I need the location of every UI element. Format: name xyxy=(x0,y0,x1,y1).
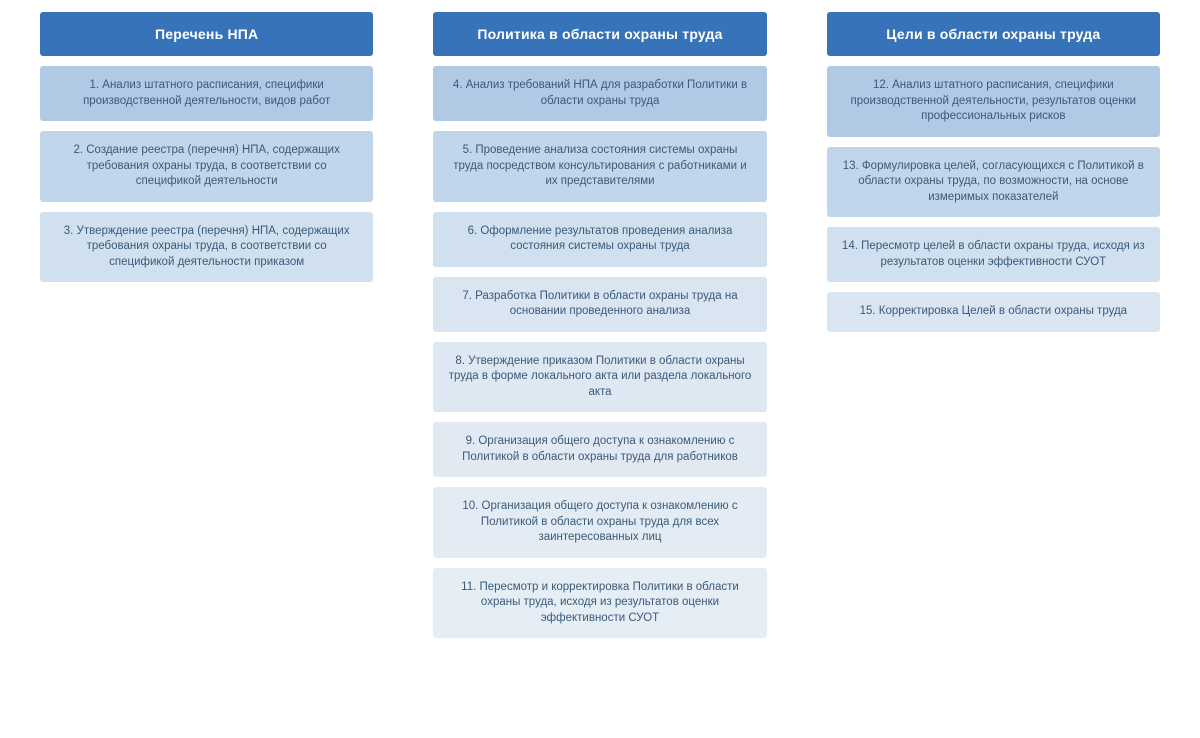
card-item: 1. Анализ штатного расписания, специфики… xyxy=(40,66,373,121)
card-item: 12. Анализ штатного расписания, специфик… xyxy=(827,66,1160,137)
card-item: 11. Пересмотр и корректировка Политики в… xyxy=(433,568,766,639)
card-item: 3. Утверждение реестра (перечня) НПА, со… xyxy=(40,212,373,283)
card-item: 2. Создание реестра (перечня) НПА, содер… xyxy=(40,131,373,202)
card-item: 4. Анализ требований НПА для разработки … xyxy=(433,66,766,121)
card-item: 7. Разработка Политики в области охраны … xyxy=(433,277,766,332)
card-item: 6. Оформление результатов проведения ана… xyxy=(433,212,766,267)
column-header: Цели в области охраны труда xyxy=(827,12,1160,56)
card-item: 13. Формулировка целей, согласующихся с … xyxy=(827,147,1160,218)
column-header: Политика в области охраны труда xyxy=(433,12,766,56)
column-header: Перечень НПА xyxy=(40,12,373,56)
columns-container: Перечень НПА 1. Анализ штатного расписан… xyxy=(40,12,1160,638)
card-item: 8. Утверждение приказом Политики в облас… xyxy=(433,342,766,413)
card-item: 14. Пересмотр целей в области охраны тру… xyxy=(827,227,1160,282)
card-item: 5. Проведение анализа состояния системы … xyxy=(433,131,766,202)
card-item: 15. Корректировка Целей в области охраны… xyxy=(827,292,1160,332)
column-goals: Цели в области охраны труда 12. Анализ ш… xyxy=(827,12,1160,332)
column-policy: Политика в области охраны труда 4. Анали… xyxy=(433,12,766,638)
card-item: 10. Организация общего доступа к ознаком… xyxy=(433,487,766,558)
card-item: 9. Организация общего доступа к ознакомл… xyxy=(433,422,766,477)
column-npa: Перечень НПА 1. Анализ штатного расписан… xyxy=(40,12,373,282)
